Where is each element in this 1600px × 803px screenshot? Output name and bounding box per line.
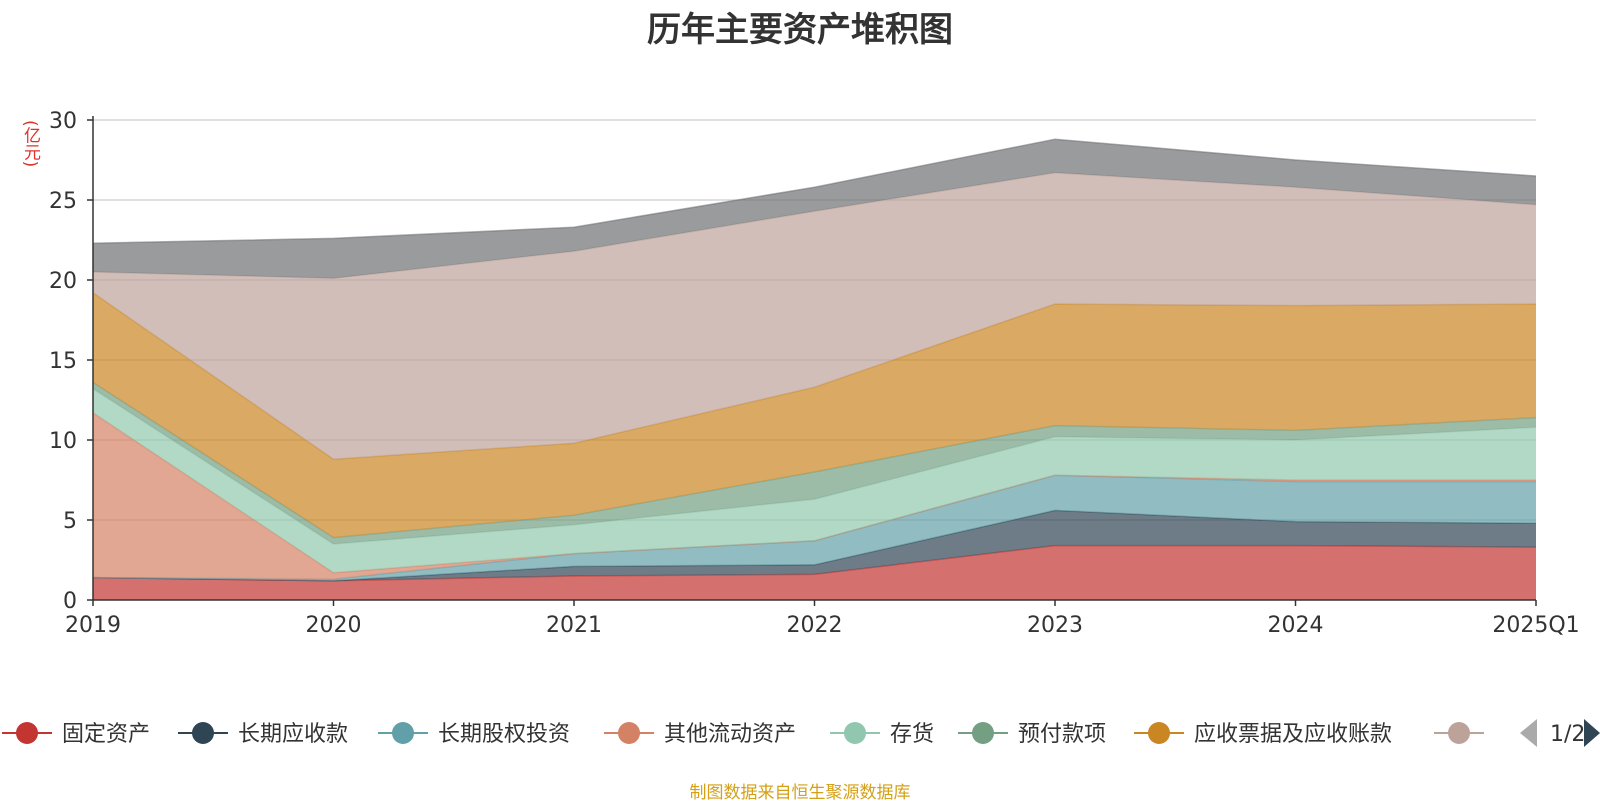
- area-series-7[interactable]: [93, 292, 1536, 538]
- legend-item-1[interactable]: 固定资产: [2, 722, 150, 747]
- legend-item-2[interactable]: 长期应收款: [178, 722, 348, 747]
- area-series-2[interactable]: [93, 510, 1536, 581]
- x-tick-label: 2025Q1: [1492, 613, 1579, 638]
- legend-label: 应收票据及应收账款: [1194, 722, 1392, 747]
- legend-next-icon[interactable]: [1584, 719, 1600, 747]
- chart-title: 历年主要资产堆积图: [647, 10, 953, 50]
- legend-item-5[interactable]: 存货: [830, 722, 934, 747]
- legend-label: 长期应收款: [238, 722, 348, 747]
- area-series-line-9: [92, 138, 1537, 244]
- legend-prev-icon[interactable]: [1520, 719, 1537, 747]
- legend-marker: [1448, 722, 1470, 744]
- legend-marker: [844, 722, 866, 744]
- legend-item-8[interactable]: [1434, 722, 1484, 744]
- legend-marker: [1148, 722, 1170, 744]
- legend-marker: [16, 722, 38, 744]
- legend-item-4[interactable]: 其他流动资产: [604, 722, 796, 747]
- y-tick-label: 5: [63, 509, 77, 534]
- legend-item-3[interactable]: 长期股权投资: [378, 722, 570, 747]
- x-tick-label: 2019: [65, 613, 121, 638]
- area-series-9[interactable]: [93, 139, 1536, 279]
- x-tick-label: 2023: [1027, 613, 1083, 638]
- y-tick-label: 25: [49, 189, 77, 214]
- axes: 0 5 10 15 20 25 30 2019 2020 2021 2022 2023 2024 2025…: [49, 109, 1580, 638]
- legend-marker: [972, 722, 994, 744]
- area-series-3[interactable]: [93, 475, 1536, 581]
- y-tick-label: 30: [49, 109, 77, 134]
- y-axis-unit-label: (亿元): [20, 120, 40, 168]
- y-tick-label: 20: [49, 269, 77, 294]
- x-tick-label: 2024: [1268, 613, 1324, 638]
- x-tick-label: 2020: [306, 613, 362, 638]
- area-series: [92, 138, 1537, 600]
- legend-item-7[interactable]: 应收票据及应收账款: [1134, 722, 1392, 747]
- x-tick-label: 2021: [546, 613, 602, 638]
- legend-marker: [392, 722, 414, 744]
- area-series-8[interactable]: [93, 172, 1536, 460]
- legend-label: 预付款项: [1018, 722, 1106, 747]
- y-tick-label: 10: [49, 429, 77, 454]
- area-series-4[interactable]: [93, 412, 1536, 580]
- y-tick-label: 0: [63, 589, 77, 614]
- legend-label: 存货: [890, 722, 934, 747]
- legend-marker: [618, 722, 640, 744]
- legend-item-6[interactable]: 预付款项: [958, 722, 1106, 747]
- legend-page-indicator: 1/2: [1550, 722, 1585, 747]
- legend[interactable]: 固定资产 长期应收款 长期股权投资 其他流动资产 存货 预付款项 应收票据及应收账款 1/2: [2, 719, 1600, 747]
- legend-label: 长期股权投资: [438, 722, 570, 747]
- source-note: 制图数据来自恒生聚源数据库: [689, 783, 911, 803]
- area-series-5[interactable]: [93, 388, 1536, 573]
- legend-label: 其他流动资产: [664, 722, 796, 747]
- legend-label: 固定资产: [62, 722, 150, 747]
- x-tick-label: 2022: [787, 613, 843, 638]
- area-series-1[interactable]: [93, 545, 1536, 600]
- y-tick-label: 15: [49, 349, 77, 374]
- legend-marker: [192, 722, 214, 744]
